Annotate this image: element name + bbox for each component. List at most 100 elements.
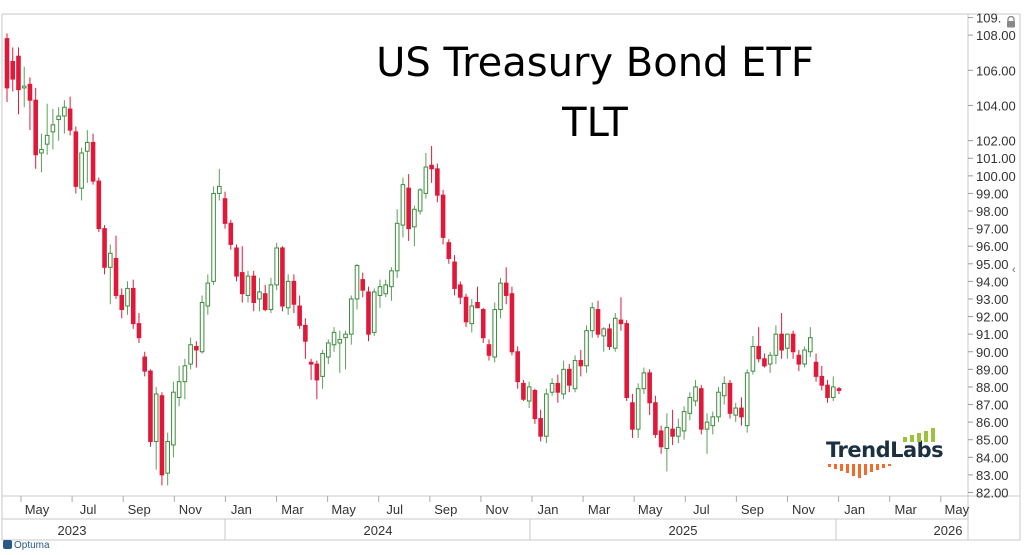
x-month-label: Sep [741,502,764,517]
candle [194,341,199,368]
lock-icon[interactable] [1005,16,1017,28]
candle-body [710,416,716,427]
candle [96,177,102,233]
candle-body [607,328,612,347]
collapse-arrow-icon[interactable]: ‹ [1012,264,1016,276]
candle-body [532,389,538,420]
candle [67,96,73,136]
chart-subtitle: TLT [562,100,628,146]
candle [509,286,515,356]
candle [819,365,825,391]
candle [280,246,285,312]
x-month-label: Sep [434,502,457,517]
candle-body [412,208,417,228]
candle-body [153,393,159,442]
candle-body [785,333,790,349]
candle-body [389,270,394,288]
y-axis: 82.00 83.00 84.00 85.00 86.00 87.00 88.00 89.00… [968,11,1016,500]
candle [503,267,509,305]
candle-body [572,360,578,390]
y-tick-label: 90.00 [976,345,1009,360]
candle-body [222,198,228,224]
candle-body [515,351,520,383]
y-tick-label: 97.00 [976,222,1009,237]
candle [417,188,423,215]
candle [744,369,750,433]
candle-body [199,301,205,353]
candle [130,279,136,329]
candle [687,392,693,421]
candle [366,286,371,342]
candle [589,302,595,338]
candle [343,330,348,370]
x-month-label: Jul [386,502,403,517]
candle [268,277,274,314]
candle-body [366,291,371,335]
candle-body [526,386,532,402]
candle [291,274,297,314]
y-tick-label: 87.00 [976,398,1009,413]
candle [320,349,325,389]
x-month-label: Jan [231,502,252,517]
candle [73,126,79,194]
candle [538,409,543,442]
candle-body [744,372,750,427]
candle-body [658,430,664,448]
candle [452,255,457,296]
candle-body [102,228,107,268]
candle [808,327,813,358]
candle-body [721,382,727,397]
candle-body [217,185,222,194]
candle [664,413,670,472]
x-month-label: May [945,502,970,517]
candle-body [67,108,73,131]
candle-body [681,411,687,432]
candle-body [687,396,693,414]
candle [239,246,245,303]
candle [653,395,658,438]
y-tick-label: 96.00 [976,239,1009,254]
candle [446,239,452,264]
y-tick-label: 101.00 [976,151,1016,166]
candle [113,235,119,299]
candle-body [435,168,440,196]
x-month-label: Nov [179,502,203,517]
candle-body [779,333,784,351]
candle-body [486,344,492,356]
candle-body [130,287,136,325]
candle-body [664,426,670,450]
candle [498,277,503,319]
x-year-label: 2025 [669,523,698,538]
candle-body [521,382,526,400]
candle [515,346,520,389]
candle [188,337,193,370]
candle-body [653,402,658,435]
candle [39,133,44,173]
y-tick-label: 89.00 [976,362,1009,377]
candle-body [107,252,113,268]
x-month-label: Jul [80,502,97,517]
candle-body [62,106,67,117]
candle-body [303,324,308,342]
candle-body [567,368,572,386]
candle-body [808,337,813,353]
x-month-label: May [638,502,663,517]
candle [756,327,761,363]
candle [532,388,538,424]
candle-body [509,293,515,353]
candle-body [618,319,624,325]
candle-body [337,338,343,344]
candle [561,360,566,400]
y-tick-label: 108.00 [976,28,1016,43]
optuma-footer: Optuma [0,540,120,555]
candle-body [176,381,182,398]
candle [750,335,756,375]
x-month-label: Mar [588,502,611,517]
candle [739,397,744,426]
candle [383,279,389,298]
candle [308,358,314,380]
candle [348,295,354,345]
candle [412,205,417,247]
candle [262,284,268,312]
candle [825,379,830,403]
